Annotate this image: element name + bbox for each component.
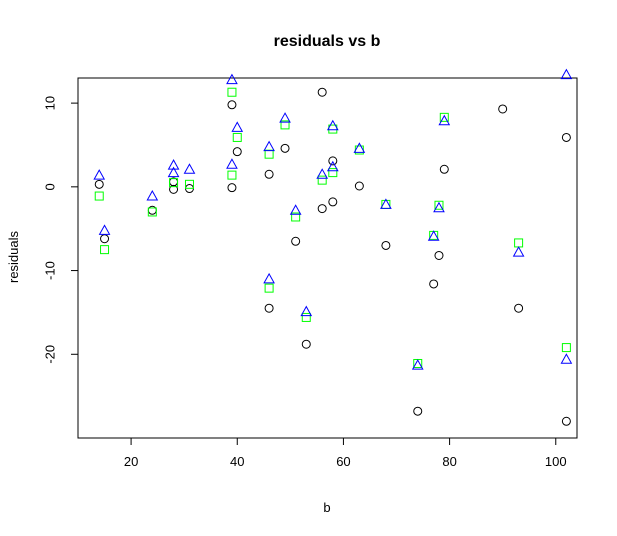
x-axis-label: b [323,500,330,515]
x-tick-label: 60 [336,454,350,469]
circle-point [328,156,338,166]
triangle-point [316,168,329,179]
triangle-point [93,169,106,180]
circle-point [561,132,571,142]
triangle-point [146,190,159,201]
triangle-point [411,359,424,370]
circle-point [94,179,104,189]
square-point [514,238,524,248]
triangle-point [167,166,180,178]
x-tick-label: 20 [124,454,138,469]
circle-point [317,204,327,214]
data-points [93,68,573,426]
x-tick-label: 80 [442,454,456,469]
triangle-point [326,160,339,172]
triangle-point [226,158,238,169]
circle-point [328,197,338,207]
square-point [232,132,242,142]
square-point [317,175,327,185]
chart-title: residuals vs b [274,33,381,50]
square-point [147,207,157,217]
triangle-point [226,73,238,85]
square-point [227,170,237,180]
circle-point [439,164,449,174]
circle-point [429,279,439,289]
square-point [301,312,311,322]
x-axis: 20 40 60 80 100 [124,437,567,469]
triangle-point [433,201,445,213]
circle-point [413,406,423,416]
circle-point [301,339,311,349]
triangle-point [512,246,525,257]
square-point [264,283,274,293]
circle-point [227,100,237,110]
square-point [328,168,338,178]
triangle-point [279,112,291,123]
circle-point [169,184,179,194]
square-point [439,112,449,122]
square-point [184,179,194,189]
circle-point [264,169,274,179]
y-tick-label: 10 [43,96,58,110]
circle-point [100,234,110,244]
circle-point [280,143,290,153]
triangle-point [326,119,339,131]
triangle-point [300,305,313,317]
triangle-point [263,272,275,284]
square-point [94,191,104,201]
square-point [434,200,444,210]
y-tick-label: 0 [43,183,58,190]
triangle-point [263,140,275,152]
circle-point [232,147,242,157]
square-point [264,149,274,159]
triangle-point [560,353,573,364]
circle-point [291,236,301,246]
triangle-point [560,68,573,80]
circle-point [498,104,508,114]
triangle-point [231,121,244,132]
triangle-point [427,230,440,241]
circle-point [381,240,391,250]
circle-point [227,183,237,193]
square-point [291,212,301,222]
y-tick-label: -10 [43,261,58,280]
square-point [227,87,237,97]
triangle-point [167,159,180,170]
plot-frame [77,77,578,439]
triangle-point [289,204,302,215]
circle-point [264,303,274,313]
square-point [561,343,571,353]
circle-point [434,250,444,260]
triangle-point [438,114,451,126]
triangle-point [353,142,366,153]
square-point [169,178,179,188]
triangle-point [98,224,111,235]
square-point [280,120,290,130]
circle-point [514,303,524,313]
y-tick-label: -20 [43,345,58,364]
square-point [328,124,338,134]
triangle-point [183,163,196,174]
circle-point [561,416,571,426]
circle-point [354,181,364,191]
x-tick-label: 40 [230,454,244,469]
triangle-point [380,198,392,209]
x-tick-label: 100 [545,454,567,469]
y-axis-label: residuals [6,230,21,283]
y-axis: -20 -10 0 10 [43,96,79,364]
circle-point [317,87,327,97]
square-point [100,245,110,255]
